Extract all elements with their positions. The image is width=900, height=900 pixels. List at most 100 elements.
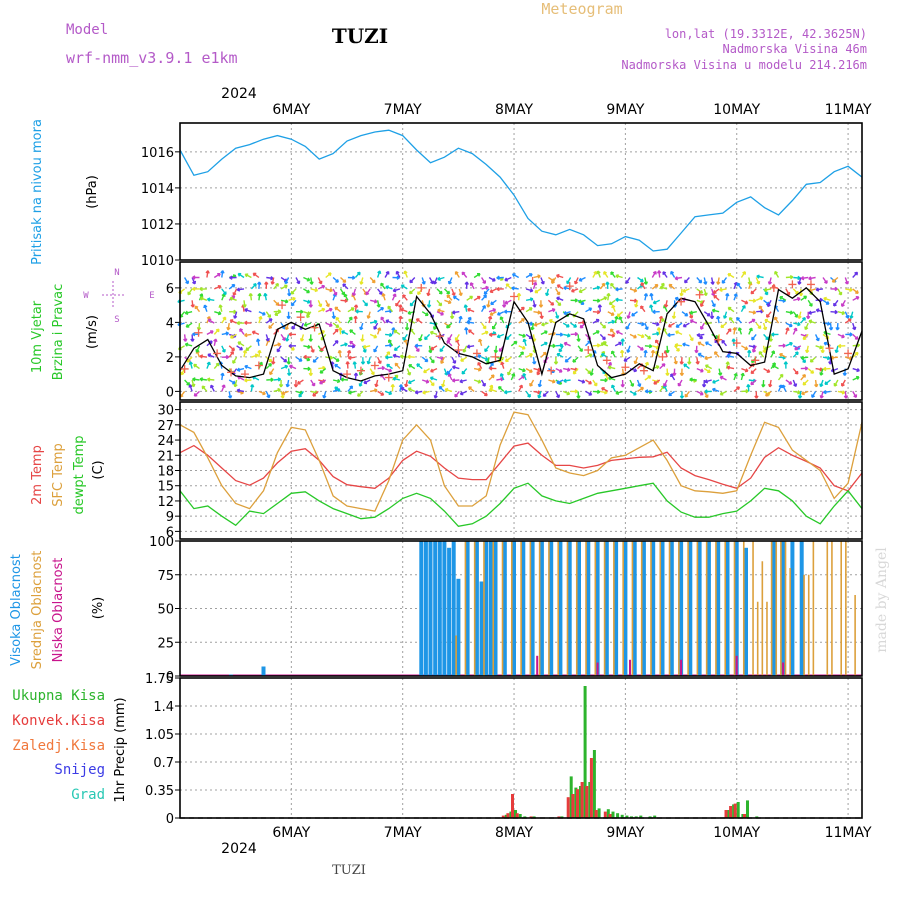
- wind-arrow: [510, 340, 518, 347]
- wind-arrow: [398, 315, 403, 324]
- wind-arrow: [295, 309, 304, 314]
- compass-west: W: [83, 291, 89, 301]
- wind-arrow: [347, 344, 356, 349]
- wind-arrow: [540, 351, 547, 358]
- wind-arrow: [454, 270, 460, 278]
- cloud-high-bar: [799, 541, 804, 676]
- wind-arrow: [187, 288, 193, 296]
- wind-arrow: [481, 330, 489, 336]
- cloud-axis-unit: (%): [91, 597, 106, 620]
- precip-total-bar: [611, 811, 615, 818]
- wind-arrow: [763, 367, 771, 373]
- wind-arrow: [404, 323, 410, 331]
- sfc_temp-line: [179, 411, 863, 512]
- wind-arrow: [779, 296, 787, 301]
- wind-arrow: [421, 356, 429, 363]
- wind-arrow: [525, 307, 533, 313]
- wind-arrow: [830, 367, 839, 373]
- wind-arrow: [190, 334, 195, 342]
- temp-axis-title-1: 2m Temp: [30, 445, 45, 505]
- wind-arrow: [585, 390, 593, 396]
- wind-arrow: [736, 317, 742, 324]
- wind-arrow: [823, 389, 831, 395]
- wind-arrow: [762, 322, 768, 331]
- wind-arrow: [665, 368, 670, 377]
- cloud-high-bar: [502, 541, 507, 676]
- legend-convective-rain: Konvek.Kisa: [12, 713, 105, 729]
- wind-arrow: [511, 286, 519, 291]
- precip-total-bar: [592, 750, 596, 818]
- bottom-day-label: 6MAY: [272, 825, 310, 841]
- wind-arrow: [576, 391, 581, 399]
- cloud-high-bar: [623, 541, 628, 676]
- wind-arrow: [682, 322, 690, 328]
- wind-arrow: [766, 299, 772, 308]
- wind-arrow: [837, 390, 846, 395]
- wind-arrow: [793, 275, 801, 281]
- wind-arrow: [779, 353, 787, 358]
- wind-arrow: [553, 357, 559, 365]
- wind-arrow: [663, 300, 669, 308]
- wind-arrow: [317, 300, 323, 308]
- cloud-high-bar: [261, 666, 266, 676]
- wind-arrow: [436, 299, 443, 307]
- gust-marker: [602, 356, 611, 365]
- precip-conv-bar: [733, 803, 737, 818]
- wind-arrow: [562, 322, 570, 328]
- precip-conv-bar: [594, 810, 598, 818]
- wind-arrow: [428, 345, 433, 354]
- wind-arrow: [697, 341, 705, 347]
- wind-arrow: [464, 327, 469, 335]
- legend-freezing-rain: Zaledj.Kisa: [12, 738, 105, 754]
- wind-arrow: [194, 305, 201, 313]
- wind-arrow: [748, 310, 757, 315]
- wind-arrow: [556, 379, 564, 385]
- wind-arrow: [610, 350, 616, 358]
- gust-marker: [806, 280, 815, 289]
- panel-frame: [179, 261, 863, 401]
- wind-arrow: [756, 274, 764, 279]
- wind-arrow: [650, 349, 656, 358]
- wind-arrow: [548, 379, 556, 384]
- y-tick-label: 15: [157, 480, 174, 495]
- wind-arrow: [433, 322, 438, 330]
- wind-arrow: [688, 334, 694, 342]
- wind-arrow: [436, 311, 444, 316]
- wind-arrow: [804, 322, 809, 331]
- wind-arrow: [754, 391, 759, 399]
- wind-arrow: [220, 270, 225, 278]
- wind-arrow: [496, 286, 504, 292]
- wind-arrow: [681, 311, 689, 317]
- wind-arrow: [794, 345, 802, 351]
- wind-arrow: [236, 287, 245, 292]
- cloud-high-bar: [423, 541, 428, 676]
- wind-arrow: [334, 306, 341, 313]
- wind-arrow: [740, 372, 745, 381]
- wind-arrow: [601, 387, 609, 393]
- wind-arrow: [844, 311, 850, 319]
- y-tick-label: 18: [157, 465, 174, 480]
- y-tick-label: 1.4: [153, 700, 174, 715]
- wind-arrow: [266, 276, 274, 281]
- wind-arrow: [537, 379, 542, 388]
- wind-arrow: [365, 288, 371, 296]
- wind-arrow: [426, 288, 431, 297]
- precip-conv-bar: [501, 815, 505, 818]
- wind-arrow: [308, 300, 313, 308]
- wind-arrow: [556, 352, 564, 358]
- wind-arrow: [758, 305, 765, 313]
- wind-arrow: [828, 323, 834, 331]
- wind-arrow: [709, 311, 715, 320]
- precip-total-bar: [509, 811, 513, 818]
- wind-arrow: [797, 277, 802, 285]
- wind-arrow: [574, 277, 579, 285]
- wind-arrow: [725, 292, 730, 301]
- wind-arrow: [785, 322, 793, 328]
- wind-arrow: [280, 356, 288, 363]
- cloud-high-bar: [442, 541, 447, 676]
- wind-arrow: [609, 328, 616, 335]
- wind-arrow: [257, 281, 262, 289]
- wind-arrow: [229, 296, 237, 301]
- wind-arrow: [577, 345, 583, 353]
- wind-arrow: [395, 270, 401, 278]
